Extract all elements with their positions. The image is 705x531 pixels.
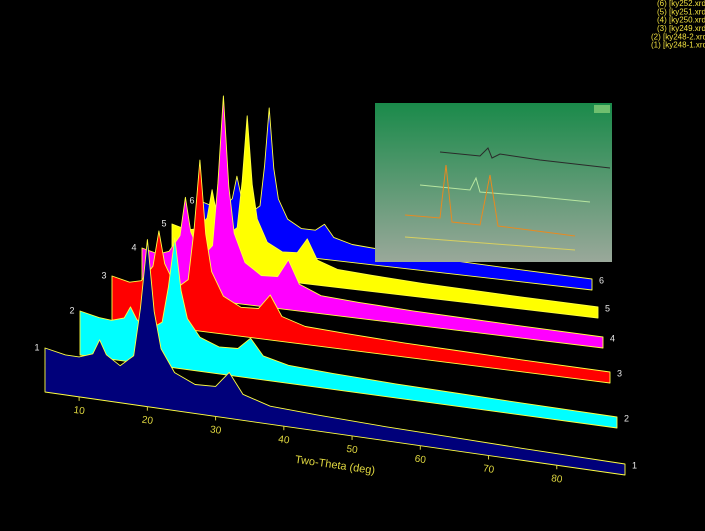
series-area [141,95,604,349]
series-start-label: 4 [131,242,136,252]
series-end-label: 4 [610,333,615,343]
legend-entry: (2) [ky248-2.xrd [651,32,705,41]
inset-trace [419,176,591,203]
series-start-label: 2 [69,305,74,315]
series-end-label: 1 [632,460,637,470]
legend-entry: (6) [ky252.xrd [657,0,705,8]
inset-window [375,103,612,262]
x-tick-label: 30 [209,424,222,437]
series-area [199,107,593,291]
x-tick-label: 60 [414,454,427,467]
series-end-label: 5 [605,303,610,313]
inset-panel [375,103,612,262]
inset-axis [404,236,576,251]
series-area [111,159,611,384]
legend-entry: (4) [ky250.xrd [657,16,705,25]
x-tick-label: 50 [346,444,359,457]
series-area [171,115,599,319]
x-tick-label: 70 [482,463,495,476]
legend: (6) [ky252.xrd(5) [ky251.xrd(4) [ky250.x… [651,0,705,50]
series-start-label: 5 [161,218,166,228]
series-start-label: 3 [101,270,106,280]
series-end-label: 2 [624,413,629,423]
x-tick-label: 10 [73,405,86,418]
x-tick-label: 80 [550,473,563,486]
series-area [44,239,626,476]
inset-trace [439,147,611,169]
series-end-label: 3 [617,368,622,378]
inset-legend [594,105,610,113]
series-area [79,237,618,429]
x-tick-label: 40 [278,434,291,447]
series-end-label: 6 [599,275,604,285]
legend-entry: (3) [ky249.xrd [657,24,705,33]
inset-trace [404,164,576,237]
x-tick-label: 20 [141,415,154,428]
series-start-label: 1 [34,342,39,352]
legend-entry: (1) [ky248-1.xrd [651,41,705,50]
series-start-label: 6 [189,195,194,205]
legend-entry: (5) [ky251.xrd [657,7,705,16]
